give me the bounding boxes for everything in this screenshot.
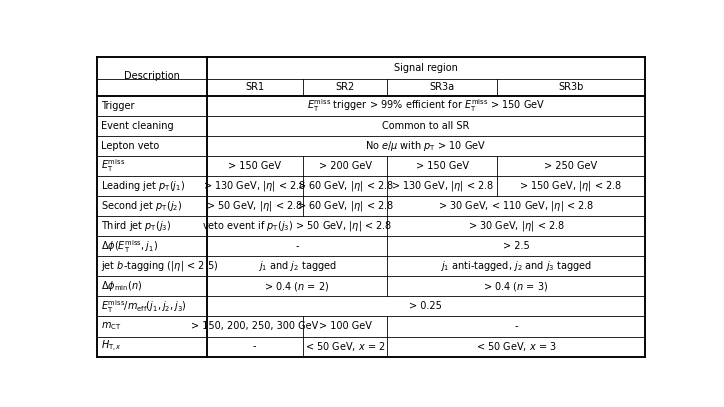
- Text: Event cleaning: Event cleaning: [101, 121, 173, 131]
- Text: > 100 GeV: > 100 GeV: [319, 322, 371, 331]
- Text: -: -: [253, 341, 256, 352]
- Text: SR3b: SR3b: [558, 82, 584, 92]
- Text: > 150, 200, 250, 300 GeV: > 150, 200, 250, 300 GeV: [191, 322, 319, 331]
- Text: $E_{\mathrm{T}}^{\mathrm{miss}}$: $E_{\mathrm{T}}^{\mathrm{miss}}$: [101, 158, 125, 175]
- Text: > 130 GeV, $|\eta|$ < 2.8: > 130 GeV, $|\eta|$ < 2.8: [203, 179, 306, 193]
- Text: veto event if $p_{\mathrm{T}}(j_{3})$ > 50 GeV, $|\eta|$ < 2.8: veto event if $p_{\mathrm{T}}(j_{3})$ > …: [202, 219, 392, 233]
- Text: -: -: [515, 322, 518, 331]
- Text: > 60 GeV, $|\eta|$ < 2.8: > 60 GeV, $|\eta|$ < 2.8: [297, 179, 393, 193]
- Text: $H_{\mathrm{T},x}$: $H_{\mathrm{T},x}$: [101, 339, 122, 354]
- Text: Description: Description: [124, 71, 180, 81]
- Text: $j_{1}$ and $j_{2}$ tagged: $j_{1}$ and $j_{2}$ tagged: [258, 259, 337, 274]
- Text: SR2: SR2: [335, 82, 355, 92]
- Text: < 50 GeV, $x$ = 2: < 50 GeV, $x$ = 2: [305, 340, 385, 353]
- Text: $\Delta\phi(E_{\mathrm{T}}^{\mathrm{miss}}, j_{1})$: $\Delta\phi(E_{\mathrm{T}}^{\mathrm{miss…: [101, 238, 158, 255]
- Text: > 130 GeV, $|\eta|$ < 2.8: > 130 GeV, $|\eta|$ < 2.8: [391, 179, 494, 193]
- Text: $\Delta\phi_{\mathrm{min}}(n)$: $\Delta\phi_{\mathrm{min}}(n)$: [101, 279, 142, 293]
- Text: > 200 GeV: > 200 GeV: [319, 161, 371, 171]
- Text: > 50 GeV, $|\eta|$ < 2.8: > 50 GeV, $|\eta|$ < 2.8: [206, 199, 303, 213]
- Text: > 0.4 ($n$ = 2): > 0.4 ($n$ = 2): [264, 280, 330, 293]
- Text: > 60 GeV, $|\eta|$ < 2.8: > 60 GeV, $|\eta|$ < 2.8: [297, 199, 393, 213]
- Text: Trigger: Trigger: [101, 101, 134, 111]
- Text: > 150 GeV, $|\eta|$ < 2.8: > 150 GeV, $|\eta|$ < 2.8: [519, 179, 623, 193]
- Text: Second jet $p_{\mathrm{T}}(j_{2})$: Second jet $p_{\mathrm{T}}(j_{2})$: [101, 199, 182, 213]
- Text: $j_{1}$ anti-tagged, $j_{2}$ and $j_{3}$ tagged: $j_{1}$ anti-tagged, $j_{2}$ and $j_{3}$…: [440, 259, 592, 274]
- Text: > 150 GeV: > 150 GeV: [228, 161, 281, 171]
- Text: > 250 GeV: > 250 GeV: [544, 161, 597, 171]
- Text: No $e/\mu$ with $p_{\mathrm{T}}$ > 10 GeV: No $e/\mu$ with $p_{\mathrm{T}}$ > 10 Ge…: [365, 139, 487, 153]
- Text: Common to all SR: Common to all SR: [382, 121, 469, 131]
- Text: Signal region: Signal region: [394, 63, 458, 73]
- Text: > 0.4 ($n$ = 3): > 0.4 ($n$ = 3): [484, 280, 549, 293]
- Text: Leading jet $p_{\mathrm{T}}(j_{1})$: Leading jet $p_{\mathrm{T}}(j_{1})$: [101, 179, 185, 193]
- Text: > 2.5: > 2.5: [502, 241, 529, 251]
- Text: > 0.25: > 0.25: [409, 302, 442, 311]
- Text: SR1: SR1: [245, 82, 264, 92]
- Text: -: -: [295, 241, 299, 251]
- Text: $E_{\mathrm{T}}^{\mathrm{miss}}$ trigger > 99% efficient for $E_{\mathrm{T}}^{\m: $E_{\mathrm{T}}^{\mathrm{miss}}$ trigger…: [306, 97, 545, 114]
- Text: > 150 GeV: > 150 GeV: [416, 161, 468, 171]
- Text: $E_{\mathrm{T}}^{\mathrm{miss}}$/$m_{\mathrm{eff}}(j_{1}, j_{2}, j_{3})$: $E_{\mathrm{T}}^{\mathrm{miss}}$/$m_{\ma…: [101, 298, 186, 315]
- Text: < 50 GeV, $x$ = 3: < 50 GeV, $x$ = 3: [476, 340, 557, 353]
- Text: $m_{\mathrm{CT}}$: $m_{\mathrm{CT}}$: [101, 321, 121, 333]
- Text: > 30 GeV, $|\eta|$ < 2.8: > 30 GeV, $|\eta|$ < 2.8: [468, 219, 565, 233]
- Text: jet $b$-tagging ($|\eta|$ < 2.5): jet $b$-tagging ($|\eta|$ < 2.5): [101, 259, 218, 274]
- Text: Lepton veto: Lepton veto: [101, 141, 159, 151]
- Text: SR3a: SR3a: [429, 82, 455, 92]
- Text: > 30 GeV, < 110 GeV, $|\eta|$ < 2.8: > 30 GeV, < 110 GeV, $|\eta|$ < 2.8: [438, 199, 594, 213]
- Text: Third jet $p_{\mathrm{T}}(j_{3})$: Third jet $p_{\mathrm{T}}(j_{3})$: [101, 219, 171, 233]
